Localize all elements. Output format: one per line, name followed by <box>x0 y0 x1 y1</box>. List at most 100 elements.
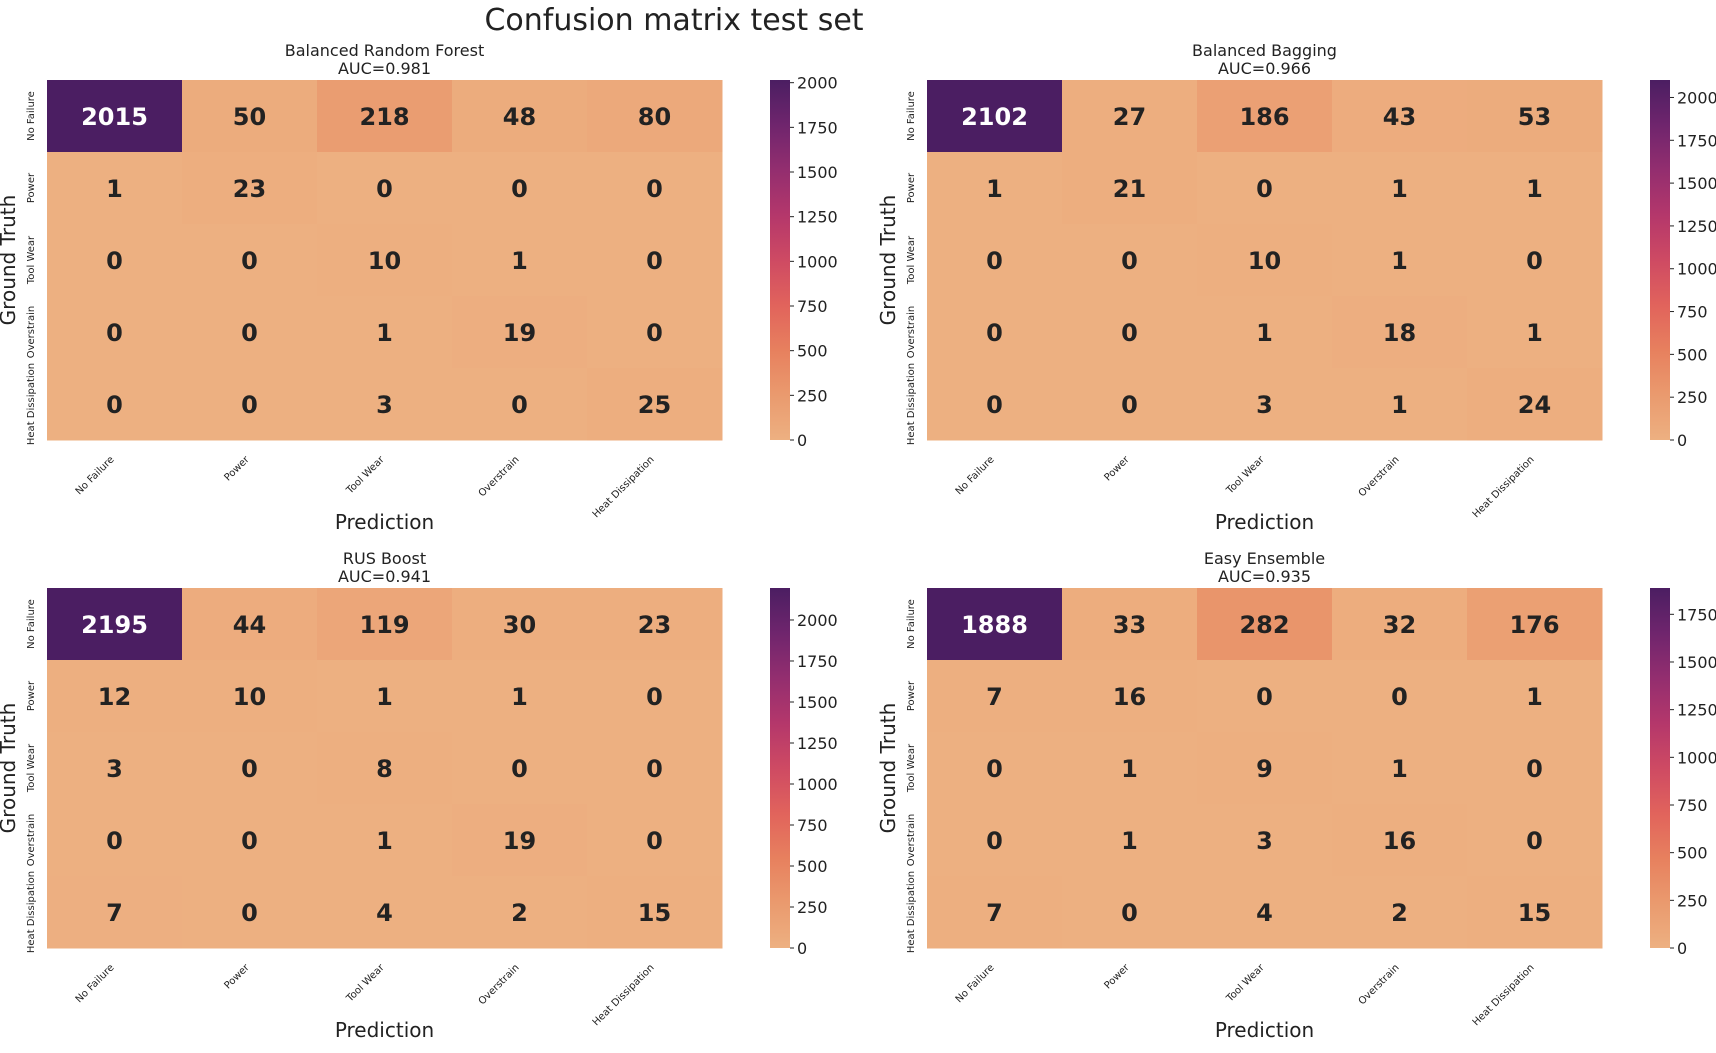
heatmap-cell <box>1467 804 1603 877</box>
cell-value-label: 0 <box>1121 391 1138 419</box>
heatmap-cell <box>1467 296 1603 369</box>
cell-value-label: 19 <box>503 827 536 855</box>
heatmap-cell <box>927 368 1063 441</box>
heatmap-cell <box>317 368 453 441</box>
cell-value-label: 50 <box>233 103 266 131</box>
colorbar-tick-label: 500 <box>797 342 828 361</box>
cell-value-label: 25 <box>638 391 671 419</box>
heatmap-cell <box>1062 224 1198 297</box>
colorbar <box>770 588 790 948</box>
x-tick-label: No Failure <box>74 454 117 497</box>
heatmap-cell <box>452 732 588 805</box>
colorbar-tick-label: 250 <box>797 386 828 405</box>
heatmap-cell <box>47 80 183 153</box>
heatmap-cell <box>927 804 1063 877</box>
heatmap-cell <box>452 876 588 949</box>
cell-value-label: 4 <box>376 899 393 927</box>
panel-subtitle: AUC=0.935 <box>1218 567 1311 586</box>
heatmap-cell <box>452 224 588 297</box>
colorbar-tick-label: 750 <box>797 816 828 835</box>
cell-value-label: 43 <box>1383 103 1416 131</box>
y-tick-label: Overstrain <box>906 814 917 867</box>
x-tick-label: Heat Dissipation <box>591 454 657 520</box>
panel-title: Balanced Bagging <box>1192 41 1337 60</box>
cell-value-label: 0 <box>646 319 663 347</box>
y-tick-label: Power <box>906 680 917 711</box>
colorbar-tick-label: 500 <box>797 857 828 876</box>
cell-value-label: 16 <box>1113 683 1146 711</box>
y-tick-label: Tool Wear <box>26 235 37 285</box>
heatmap-cell <box>317 152 453 225</box>
colorbar-tick-label: 1500 <box>797 693 838 712</box>
heatmap-cell <box>317 296 453 369</box>
cell-value-label: 7 <box>986 899 1003 927</box>
x-tick-label: Power <box>222 962 252 992</box>
cell-value-label: 0 <box>241 755 258 783</box>
panel-title: Balanced Random Forest <box>285 41 484 60</box>
cell-value-label: 10 <box>1248 247 1281 275</box>
cell-value-label: 0 <box>241 247 258 275</box>
heatmap-cell <box>182 876 318 949</box>
y-tick-label: No Failure <box>26 599 37 649</box>
heatmap-cell <box>927 588 1063 661</box>
colorbar-tick-label: 2000 <box>1677 88 1716 107</box>
cell-value-label: 0 <box>646 247 663 275</box>
x-tick-label: Power <box>1102 962 1132 992</box>
heatmap-cell <box>1332 732 1468 805</box>
cell-value-label: 80 <box>638 103 671 131</box>
x-tick-label: Overstrain <box>1357 962 1402 1007</box>
heatmap-cell <box>182 732 318 805</box>
heatmap-cell <box>927 80 1063 153</box>
cell-value-label: 1 <box>1526 319 1543 347</box>
heatmap-cell <box>317 224 453 297</box>
heatmap-cell <box>47 224 183 297</box>
panel-title: RUS Boost <box>343 549 426 568</box>
colorbar-tick-label: 250 <box>797 898 828 917</box>
y-tick-label: Overstrain <box>26 814 37 867</box>
cell-value-label: 2 <box>1391 899 1408 927</box>
colorbar-tick-label: 1750 <box>797 652 838 671</box>
heatmap-cell <box>1332 804 1468 877</box>
cell-value-label: 32 <box>1383 611 1416 639</box>
colorbar-tick-label: 1500 <box>1677 653 1716 672</box>
x-tick-label: Overstrain <box>1357 454 1402 499</box>
colorbar-tick-label: 1500 <box>1677 174 1716 193</box>
heatmap-cell <box>1467 152 1603 225</box>
cell-value-label: 15 <box>1518 899 1551 927</box>
colorbar-tick-label: 0 <box>797 431 807 450</box>
heatmap-cell <box>1197 804 1333 877</box>
x-tick-label: Heat Dissipation <box>1471 454 1537 520</box>
colorbar-tick-label: 0 <box>1677 431 1687 450</box>
heatmap-cell <box>587 876 723 949</box>
heatmap-cell <box>1062 804 1198 877</box>
heatmap-cell <box>927 152 1063 225</box>
cell-value-label: 30 <box>503 611 536 639</box>
cell-value-label: 2 <box>511 899 528 927</box>
y-tick-label: No Failure <box>906 599 917 649</box>
cell-value-label: 44 <box>233 611 266 639</box>
cell-value-label: 8 <box>376 755 393 783</box>
cell-value-label: 18 <box>1383 319 1416 347</box>
heatmap-cell <box>452 296 588 369</box>
colorbar-tick-label: 500 <box>1677 844 1708 863</box>
colorbar <box>1650 588 1670 948</box>
cell-value-label: 0 <box>986 827 1003 855</box>
heatmap-cell <box>1467 588 1603 661</box>
heatmap-cell <box>317 732 453 805</box>
x-tick-label: Heat Dissipation <box>1471 962 1537 1028</box>
colorbar-tick-label: 250 <box>1677 388 1708 407</box>
heatmap-cell <box>1197 296 1333 369</box>
y-tick-label: Tool Wear <box>906 235 917 285</box>
cell-value-label: 1 <box>1526 175 1543 203</box>
cell-value-label: 0 <box>986 755 1003 783</box>
colorbar-tick-label: 1000 <box>797 252 838 271</box>
cell-value-label: 282 <box>1239 611 1289 639</box>
heatmap-cell <box>927 296 1063 369</box>
heatmap-cell <box>1197 224 1333 297</box>
cell-value-label: 53 <box>1518 103 1551 131</box>
cell-value-label: 7 <box>986 683 1003 711</box>
cell-value-label: 1 <box>376 827 393 855</box>
